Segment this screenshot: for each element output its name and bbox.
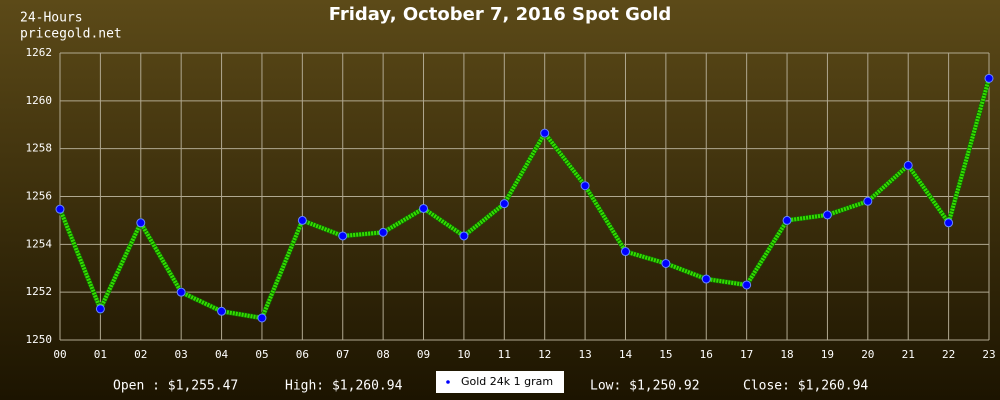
y-tick-label: 1250 <box>26 333 53 346</box>
point <box>661 258 671 268</box>
x-tick-label: 06 <box>296 348 309 361</box>
point <box>903 160 913 170</box>
point <box>338 231 348 241</box>
point <box>55 204 65 214</box>
x-tick-label: 17 <box>740 348 753 361</box>
y-tick-label: 1260 <box>26 94 53 107</box>
plot: 1250 1252 1254 1256 1258 1260 1262 00 01 02 03 04 05… <box>26 46 996 361</box>
x-tick-label: 08 <box>377 348 390 361</box>
footer-close: Close: $1,260.94 <box>743 379 868 394</box>
x-tick-label: 10 <box>457 348 470 361</box>
y-tick-label: 1252 <box>26 285 53 298</box>
point <box>95 304 105 314</box>
legend-box <box>436 371 564 393</box>
point <box>863 196 873 206</box>
corner-text: 24-Hours <box>20 11 83 26</box>
chart-title: Friday, October 7, 2016 Spot Gold <box>329 4 672 25</box>
y-tick-label: 1254 <box>26 237 53 250</box>
x-tick-label: 21 <box>902 348 915 361</box>
legend-marker <box>446 380 450 384</box>
point <box>419 203 429 213</box>
x-tick-label: 15 <box>659 348 672 361</box>
x-tick-label: 00 <box>53 348 66 361</box>
x-tick-label: 04 <box>215 348 229 361</box>
point <box>217 306 227 316</box>
point <box>176 287 186 297</box>
x-tick-label: 07 <box>336 348 349 361</box>
x-tick-label: 01 <box>94 348 107 361</box>
point <box>459 231 469 241</box>
x-tick-label: 23 <box>982 348 995 361</box>
point <box>136 218 146 228</box>
point <box>297 215 307 225</box>
x-tick-label: 09 <box>417 348 430 361</box>
point <box>701 274 711 284</box>
point <box>540 128 550 138</box>
x-tick-label: 19 <box>821 348 834 361</box>
point <box>580 181 590 191</box>
x-tick-label: 20 <box>861 348 874 361</box>
point <box>984 73 994 83</box>
x-tick-label: 13 <box>578 348 591 361</box>
x-tick-label: 16 <box>700 348 713 361</box>
footer-open: Open : $1,255.47 <box>113 379 238 394</box>
footer-high: High: $1,260.94 <box>285 379 403 394</box>
y-tick-label: 1258 <box>26 142 53 155</box>
x-tick-label: 05 <box>255 348 268 361</box>
x-tick-label: 14 <box>619 348 633 361</box>
x-tick-label: 11 <box>498 348 511 361</box>
x-tick-label: 18 <box>780 348 793 361</box>
footer-low: Low: $1,250.92 <box>590 379 700 394</box>
point <box>257 313 267 323</box>
x-tick-label: 03 <box>175 348 188 361</box>
y-tick-label: 1256 <box>26 190 53 203</box>
corner-text: pricegold.net <box>20 27 122 42</box>
legend-entry: Gold 24k 1 gram <box>461 375 553 388</box>
point <box>944 218 954 228</box>
point <box>742 280 752 290</box>
point <box>378 227 388 237</box>
series-line <box>58 77 991 321</box>
y-tick-label: 1262 <box>26 46 53 59</box>
x-tick-label: 12 <box>538 348 551 361</box>
point <box>499 199 509 209</box>
x-tick-label: 02 <box>134 348 147 361</box>
x-tick-label: 22 <box>942 348 955 361</box>
point <box>822 210 832 220</box>
point <box>620 247 630 257</box>
point <box>782 215 792 225</box>
